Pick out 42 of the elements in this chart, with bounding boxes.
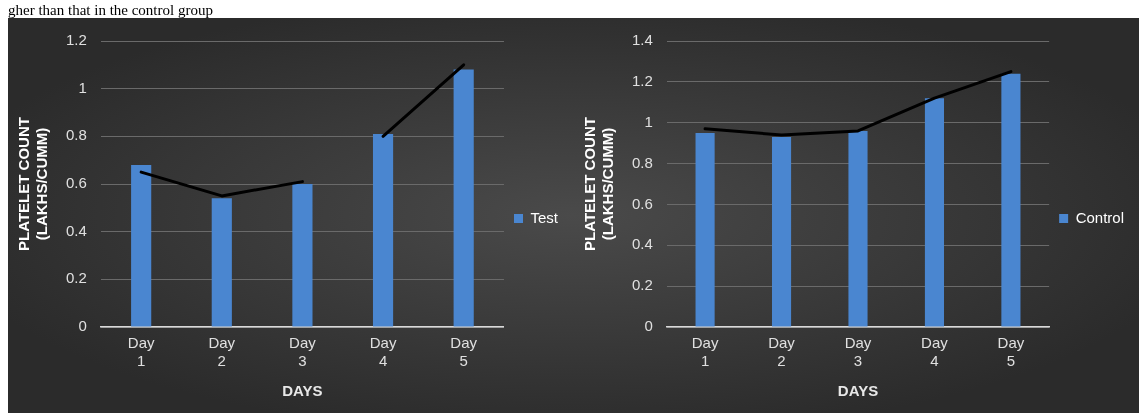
x-tick-label: Day 4 [921, 334, 949, 370]
y-tick-label: 1 [644, 112, 653, 130]
bar [372, 133, 394, 327]
y-axis-title: PLATELET COUNT (LAKHS/CUMM) [581, 117, 617, 251]
bar [211, 198, 232, 327]
x-tick-label: Day 5 [997, 334, 1025, 370]
y-tick-label: 0.4 [631, 235, 653, 253]
bar [924, 98, 945, 327]
x-tick-label: Day 3 [289, 334, 317, 370]
y-tick-label: 0.8 [631, 153, 653, 171]
x-tick-label: Day 5 [450, 334, 478, 370]
x-axis-title: DAYS [837, 382, 879, 400]
bar [453, 69, 474, 327]
y-tick-label: 0 [644, 317, 653, 335]
y-axis-title: PLATELET COUNT (LAKHS/CUMM) [15, 117, 51, 251]
bar [1001, 73, 1021, 327]
x-tick-label: Day 2 [768, 334, 796, 370]
bar [848, 130, 868, 327]
x-tick-label: Day 1 [127, 334, 155, 370]
y-tick-label: 0.6 [65, 174, 87, 192]
legend-label: Control [1075, 208, 1124, 226]
x-tick-label: Day 4 [369, 334, 397, 370]
y-tick-label: 0.2 [631, 276, 653, 294]
legend-label: Test [530, 208, 559, 226]
bar [292, 184, 313, 327]
y-tick-label: 0.4 [65, 221, 87, 239]
x-axis-title: DAYS [282, 382, 323, 400]
bar [771, 137, 792, 327]
text: gher than that in the control group [8, 2, 214, 18]
y-tick-label: 1.2 [65, 31, 87, 49]
bar [695, 132, 715, 327]
y-tick-label: 0.8 [65, 126, 87, 144]
x-tick-label: Day 3 [844, 334, 872, 370]
y-tick-label: 0.2 [65, 269, 87, 287]
x-tick-label: Day 2 [208, 334, 236, 370]
y-tick-label: 1.2 [631, 72, 653, 89]
y-tick-label: 1.4 [631, 31, 653, 49]
bar [131, 164, 152, 327]
y-tick-label: 0 [78, 317, 87, 335]
x-tick-label: Day 1 [691, 334, 719, 370]
y-tick-label: 0.6 [631, 194, 653, 212]
y-tick-label: 1 [78, 78, 87, 96]
